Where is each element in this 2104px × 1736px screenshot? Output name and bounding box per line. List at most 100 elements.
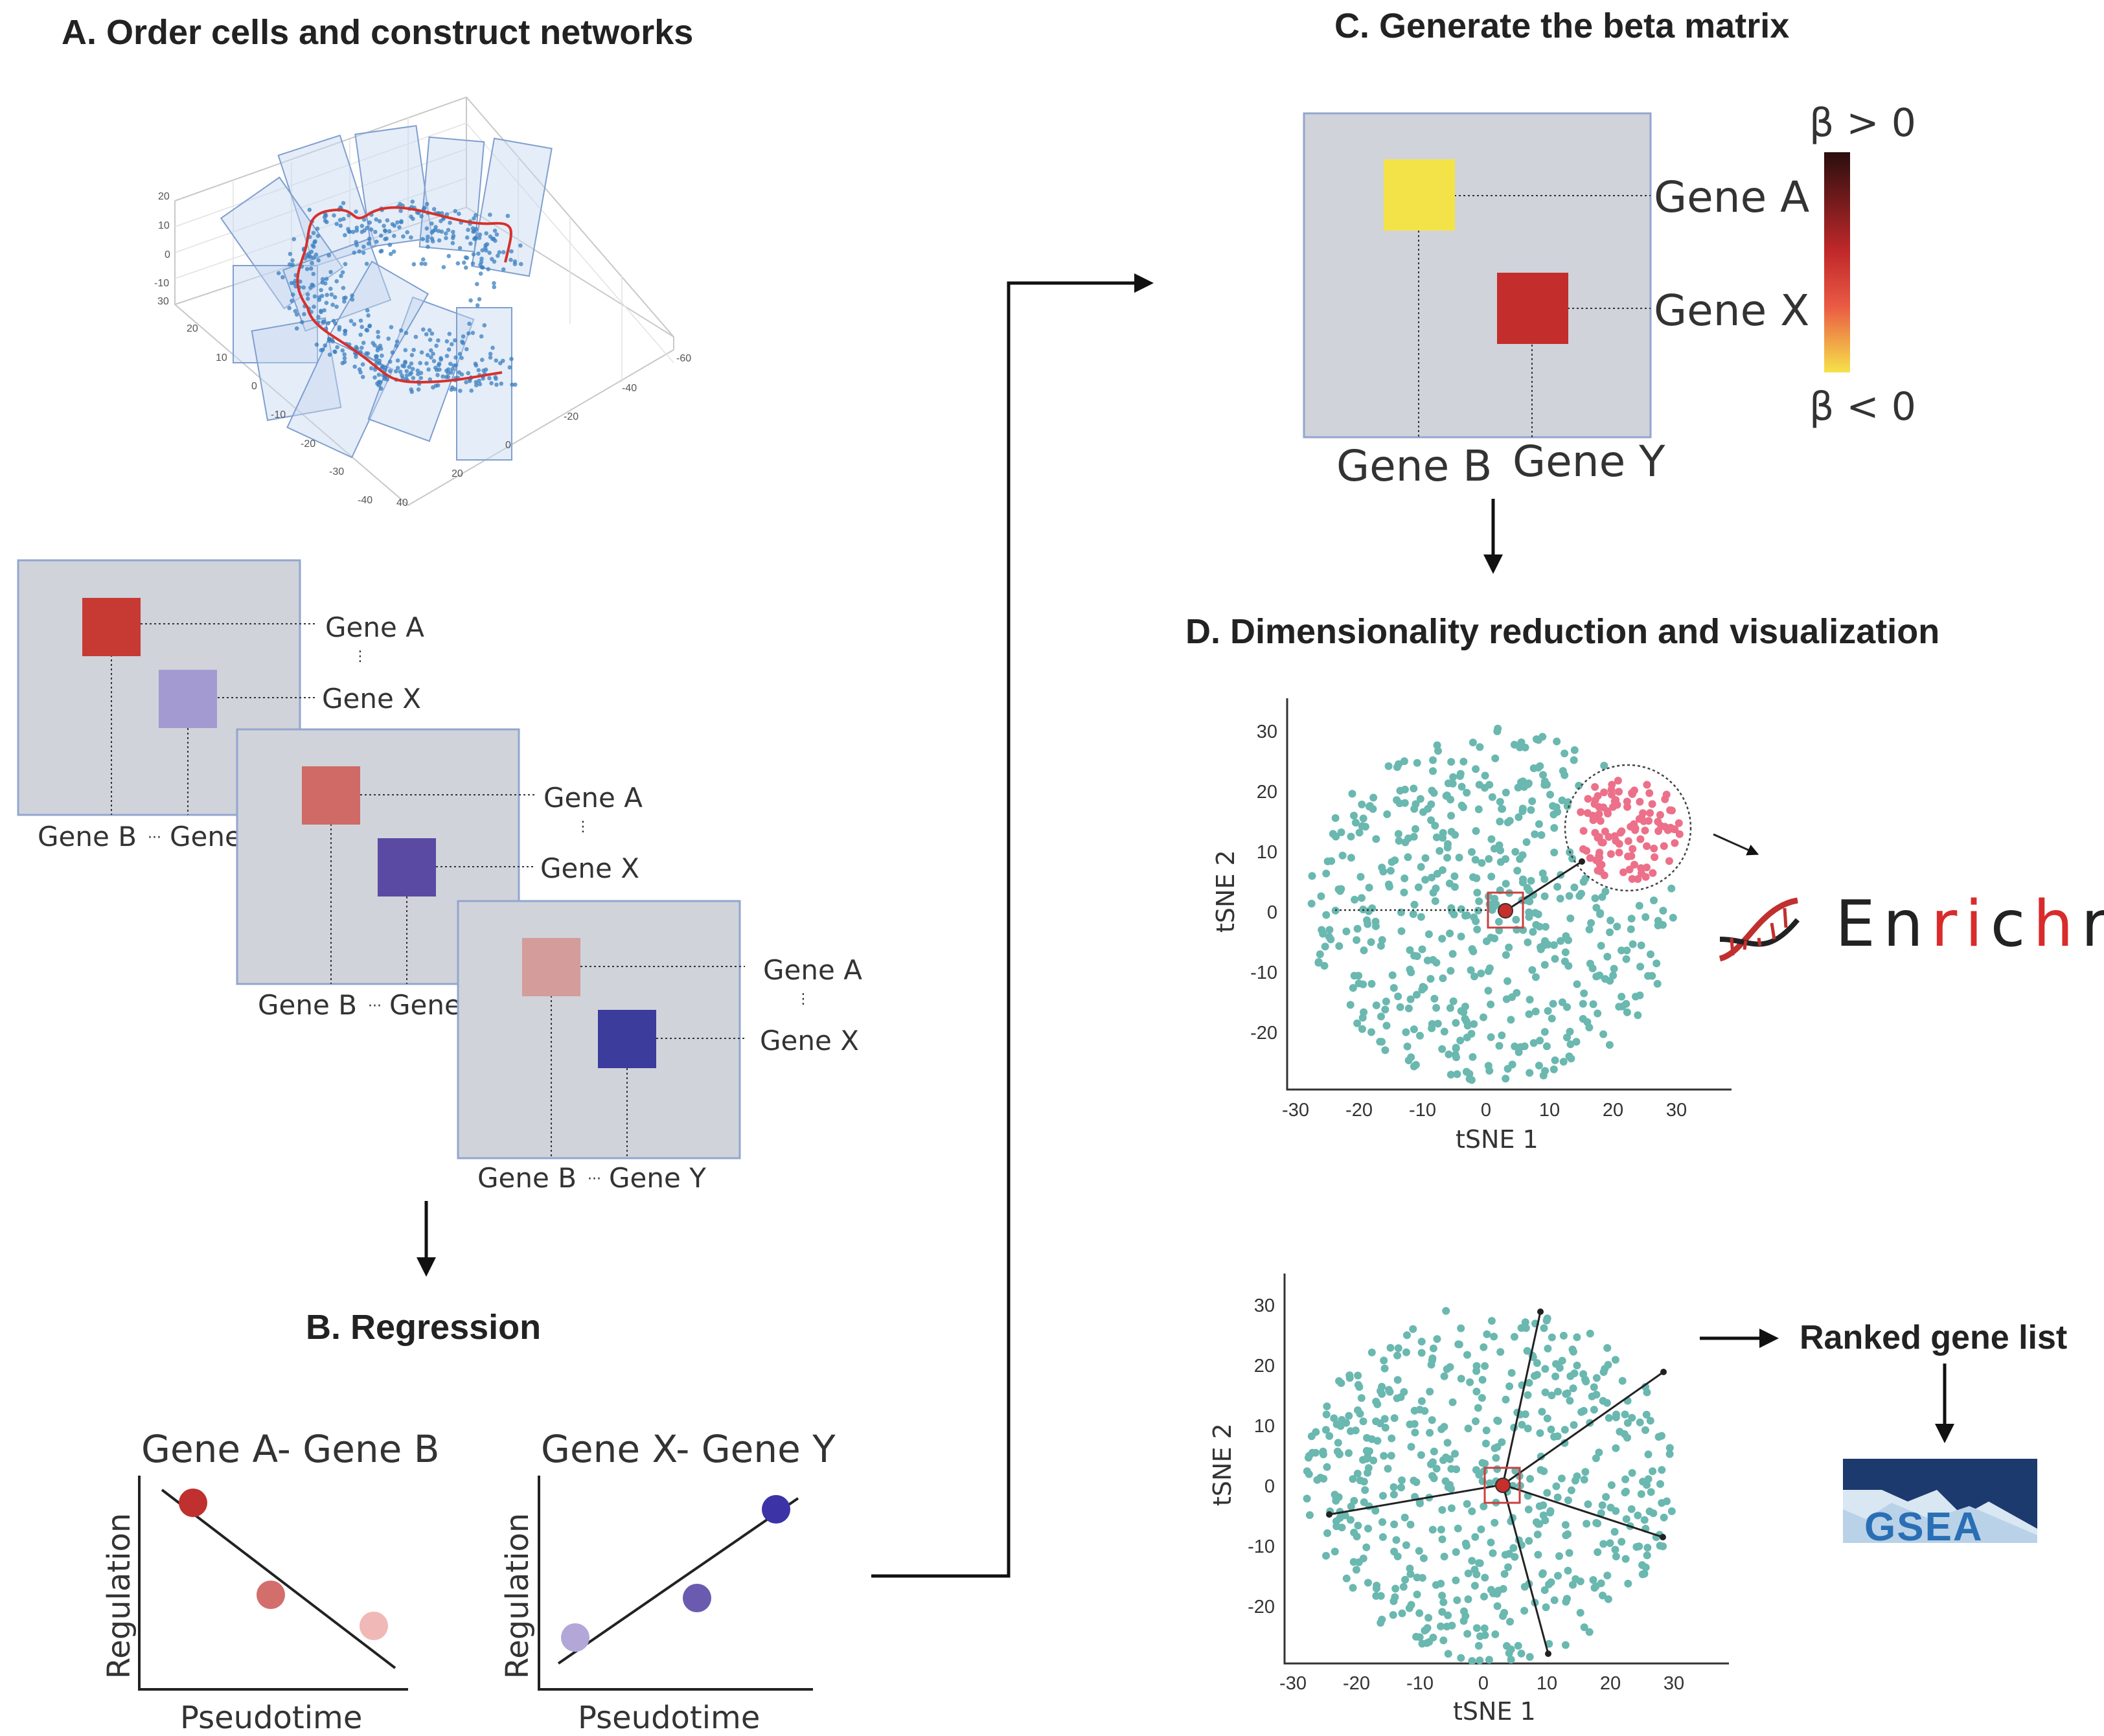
tsne-cell-point — [1612, 1410, 1620, 1419]
tsne-cell-point — [1649, 1467, 1657, 1476]
tsne-cell-point — [1508, 1060, 1516, 1069]
tsne-cell-point — [1348, 790, 1356, 798]
trajectory-cell-point — [470, 261, 475, 266]
trajectory-cell-point — [325, 293, 330, 297]
tsne-cell-point — [1404, 1004, 1413, 1012]
tsne-cell-point — [1388, 858, 1396, 866]
tsne-cell-point — [1562, 932, 1570, 941]
tsne-cell-point — [1359, 814, 1367, 823]
tsne-cell-point — [1487, 835, 1496, 843]
tsne-cell-point — [1468, 848, 1476, 856]
tsne-cell-point — [1587, 919, 1595, 927]
panel-c-title: C. Generate the beta matrix — [1334, 6, 1789, 45]
tsne-cell-point — [1371, 1507, 1380, 1515]
tsne-cell-point — [1600, 762, 1608, 770]
tsne-cell-point — [1364, 1524, 1372, 1533]
trajectory-cell-point — [510, 382, 514, 387]
tsne-cell-point — [1316, 1474, 1325, 1482]
tsne-cell-point — [1421, 876, 1430, 884]
trajectory-cell-point — [383, 228, 387, 233]
tsne-cell-point — [1585, 1628, 1594, 1636]
tsne-cell-point — [1650, 897, 1658, 904]
tsne-cell-point — [1467, 1029, 1476, 1038]
tsne-cell-point — [1439, 1456, 1447, 1465]
tsne-cell-point — [1393, 763, 1401, 771]
trajectory-cell-point — [413, 334, 418, 339]
tsne-cluster-point — [1671, 839, 1679, 847]
trajectory-cell-point — [302, 312, 306, 317]
matrix2-vertical-ellipsis: ⋮ — [576, 819, 590, 835]
matrix2-horizontal-ellipsis: ··· — [368, 998, 382, 1014]
tsne-cell-point — [1572, 1575, 1580, 1583]
tsne-cell-point — [1487, 1538, 1495, 1547]
tsne-cell-point — [1543, 1489, 1551, 1497]
regression-plot2-xlabel: Pseudotime — [578, 1700, 760, 1736]
tsne-cell-point — [1415, 1547, 1423, 1555]
trajectory-cell-point — [419, 350, 424, 355]
tsne-cell-point — [1611, 1546, 1619, 1554]
tsne-cell-point — [1418, 1573, 1426, 1582]
tsne-cell-point — [1603, 1399, 1611, 1407]
tsne-cell-point — [1476, 1632, 1484, 1640]
trajectory-cell-point — [479, 257, 484, 261]
tsne-cell-point — [1553, 737, 1561, 746]
tsne-cell-point — [1532, 1518, 1540, 1526]
tsne-cell-point — [1417, 1338, 1426, 1346]
tsne-cell-point — [1358, 1025, 1366, 1033]
trajectory-cell-point — [481, 376, 485, 381]
tsne-cell-point — [1546, 1507, 1555, 1515]
tsne-cell-point — [1442, 1307, 1450, 1315]
panel-b-title: B. Regression — [306, 1308, 541, 1347]
trajectory-cell-point — [334, 279, 339, 284]
tsne-cell-point — [1354, 1371, 1362, 1380]
tsne-cell-point — [1377, 942, 1385, 950]
tsne-cell-point — [1592, 904, 1601, 912]
tsne-cell-point — [1452, 1044, 1460, 1053]
tsne-cell-point — [1377, 1592, 1385, 1600]
tsne-cell-point — [1464, 1424, 1472, 1433]
trajectory-cell-point — [398, 369, 403, 374]
trajectory-cell-point — [347, 229, 351, 234]
trajectory-cell-point — [376, 380, 381, 385]
tsne-cluster-point — [1645, 789, 1654, 797]
trajectory-cell-point — [354, 209, 358, 214]
tsne-y-tick: -20 — [1248, 1597, 1275, 1617]
tsne-cell-point — [1389, 1483, 1398, 1491]
tsne-cell-point — [1551, 955, 1559, 963]
trajectory-cell-point — [464, 235, 470, 240]
tsne-cell-point — [1449, 997, 1458, 1005]
tsne-cell-point — [1527, 876, 1535, 885]
tsne-cell-point — [1466, 1378, 1474, 1386]
tsne-cluster-point — [1648, 800, 1656, 808]
tsne-cell-point — [1502, 788, 1510, 797]
tsne-cluster-point — [1601, 827, 1609, 836]
tsne-cell-point — [1377, 1619, 1385, 1627]
trajectory-cell-point — [474, 380, 479, 385]
trajectory-cell-point — [450, 241, 455, 246]
tsne-cell-point — [1353, 924, 1362, 933]
tsne-cluster-point — [1589, 816, 1597, 825]
tsne-cell-point — [1446, 1071, 1455, 1079]
tsne-cell-point — [1540, 1028, 1549, 1036]
tsne-cell-point — [1636, 1418, 1644, 1426]
tsne-cell-point — [1599, 1368, 1608, 1376]
regression-point — [257, 1581, 285, 1609]
trajectory-cell-point — [324, 277, 329, 281]
dna-icon — [1719, 897, 1800, 962]
beta-gene-b-label: Gene B — [1336, 441, 1492, 491]
trajectory-cell-point — [298, 279, 303, 284]
matrix2-gene-b-label: Gene B — [258, 989, 357, 1021]
tsne-cell-point — [1372, 1001, 1380, 1009]
trajectory-cell-point — [444, 374, 449, 380]
tsne-cell-point — [1410, 784, 1418, 793]
trajectory-cell-point — [380, 365, 385, 370]
tsne-cell-point — [1505, 1382, 1514, 1391]
tsne-cell-point — [1352, 1566, 1360, 1574]
tsne-cell-point — [1665, 1444, 1674, 1452]
trajectory-cell-point — [330, 339, 336, 344]
trajectory-cell-point — [444, 236, 448, 240]
tsne-cell-point — [1597, 942, 1605, 950]
tsne-cell-point — [1535, 820, 1543, 828]
tsne-cluster-point — [1634, 875, 1642, 883]
tsne-cell-point — [1566, 914, 1575, 922]
